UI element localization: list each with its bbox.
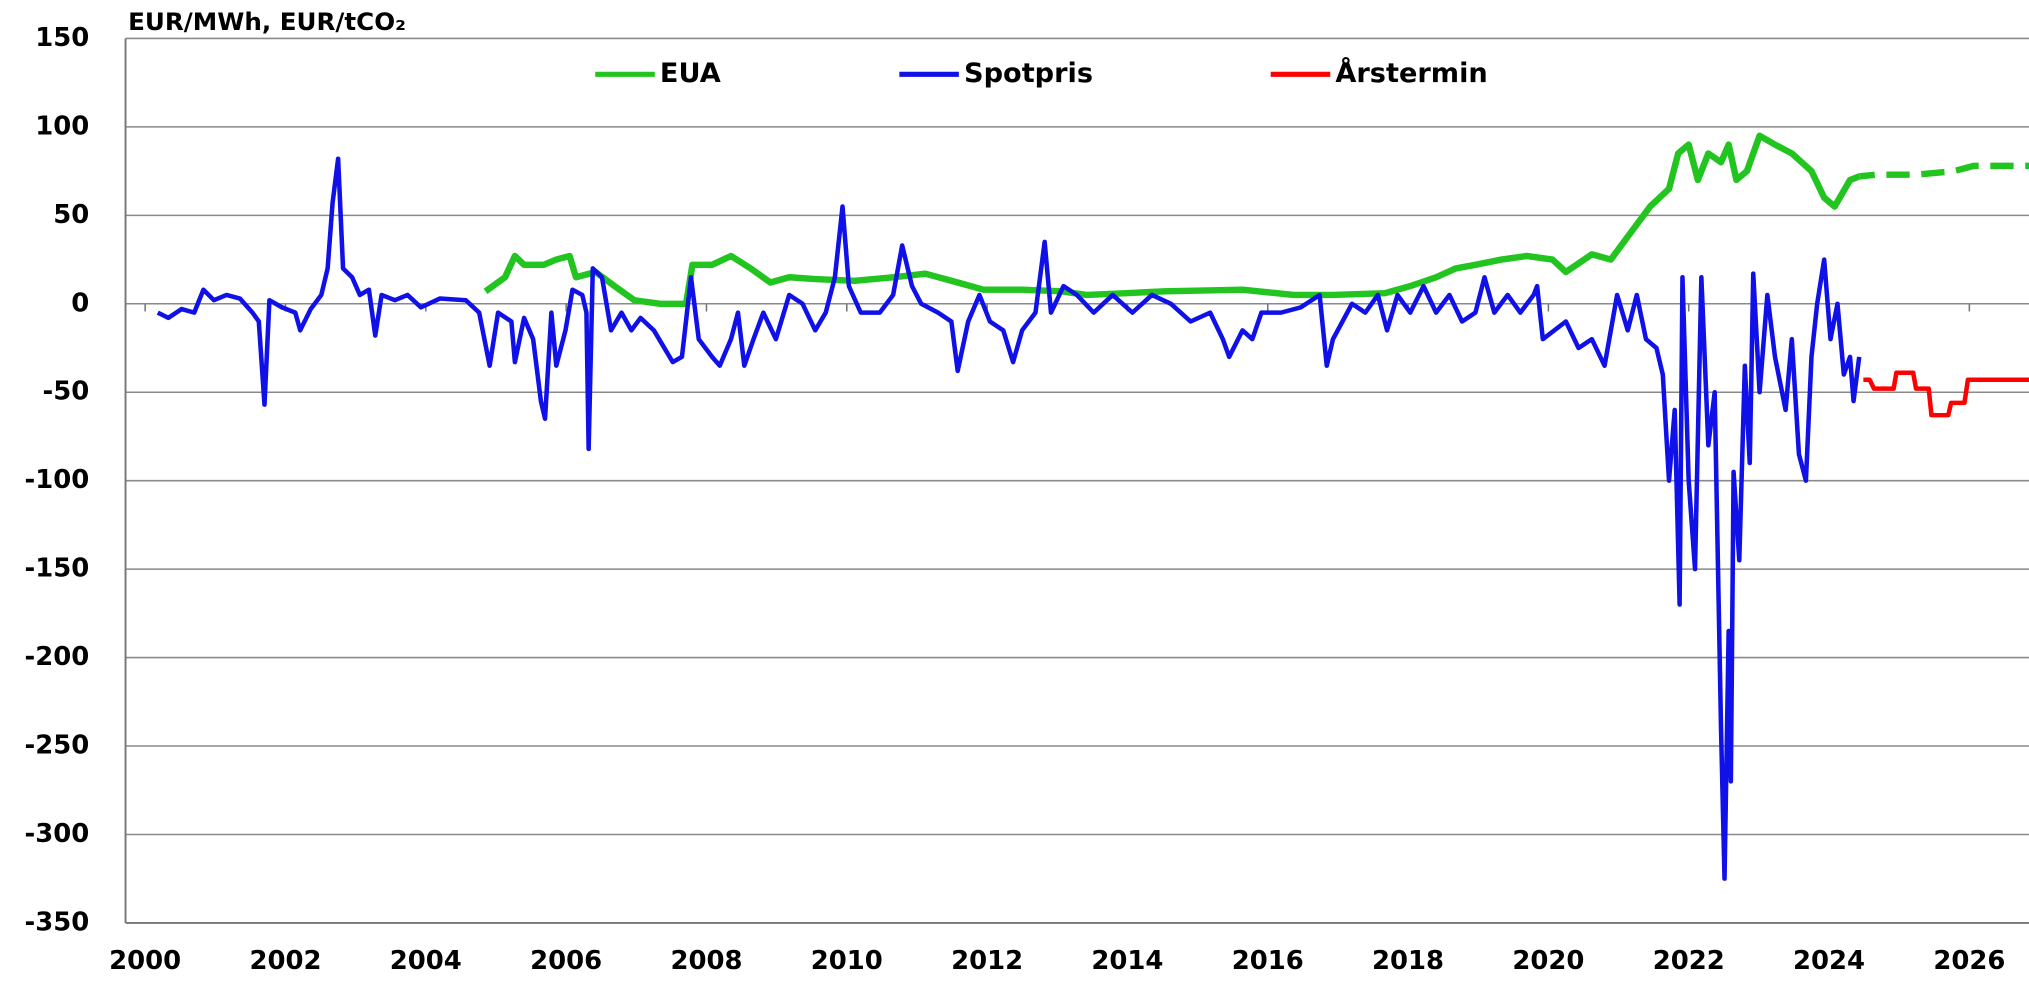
line-series	[1863, 370, 2029, 418]
x-tick-label: 2020	[1512, 946, 1584, 976]
x-tick-label: 2018	[1372, 946, 1444, 976]
x-tick-label: 2008	[670, 946, 742, 976]
y-tick-label: -200	[25, 642, 90, 672]
legend-label: EUA	[660, 58, 721, 89]
x-tick-label: 2000	[109, 946, 181, 976]
x-tick-label: 2022	[1653, 946, 1725, 976]
y-tick-label: 50	[53, 200, 89, 230]
line-series	[156, 156, 1862, 881]
x-tick-label: 2004	[390, 946, 462, 976]
x-tick-label: 2006	[530, 946, 602, 976]
y-tick-label: -300	[25, 819, 90, 849]
x-tick-label: 2010	[811, 946, 883, 976]
x-tick-label: 2024	[1793, 946, 1865, 976]
legend-label: Spotpris	[964, 58, 1093, 89]
y-tick-label: -350	[25, 907, 90, 937]
y-tick-label: 100	[35, 111, 89, 141]
line-series	[483, 132, 1860, 307]
y-tick-label: 0	[71, 288, 89, 318]
y-tick-label: 150	[35, 23, 89, 53]
y-axis-title: EUR/MWh, EUR/tCO₂	[128, 7, 406, 36]
legend-label: Årstermin	[1335, 57, 1487, 89]
solid-part	[483, 132, 1860, 307]
y-tick-label: -50	[43, 377, 90, 407]
x-tick-label: 2026	[1933, 946, 2005, 976]
y-tick-label: -150	[25, 554, 90, 584]
y-tick-label: -100	[25, 465, 90, 495]
x-tick-label: 2014	[1091, 946, 1163, 976]
y-tick-label: -250	[25, 731, 90, 761]
x-tick-label: 2002	[249, 946, 321, 976]
x-tick-label: 2016	[1232, 946, 1304, 976]
x-tick-label: 2012	[951, 946, 1023, 976]
